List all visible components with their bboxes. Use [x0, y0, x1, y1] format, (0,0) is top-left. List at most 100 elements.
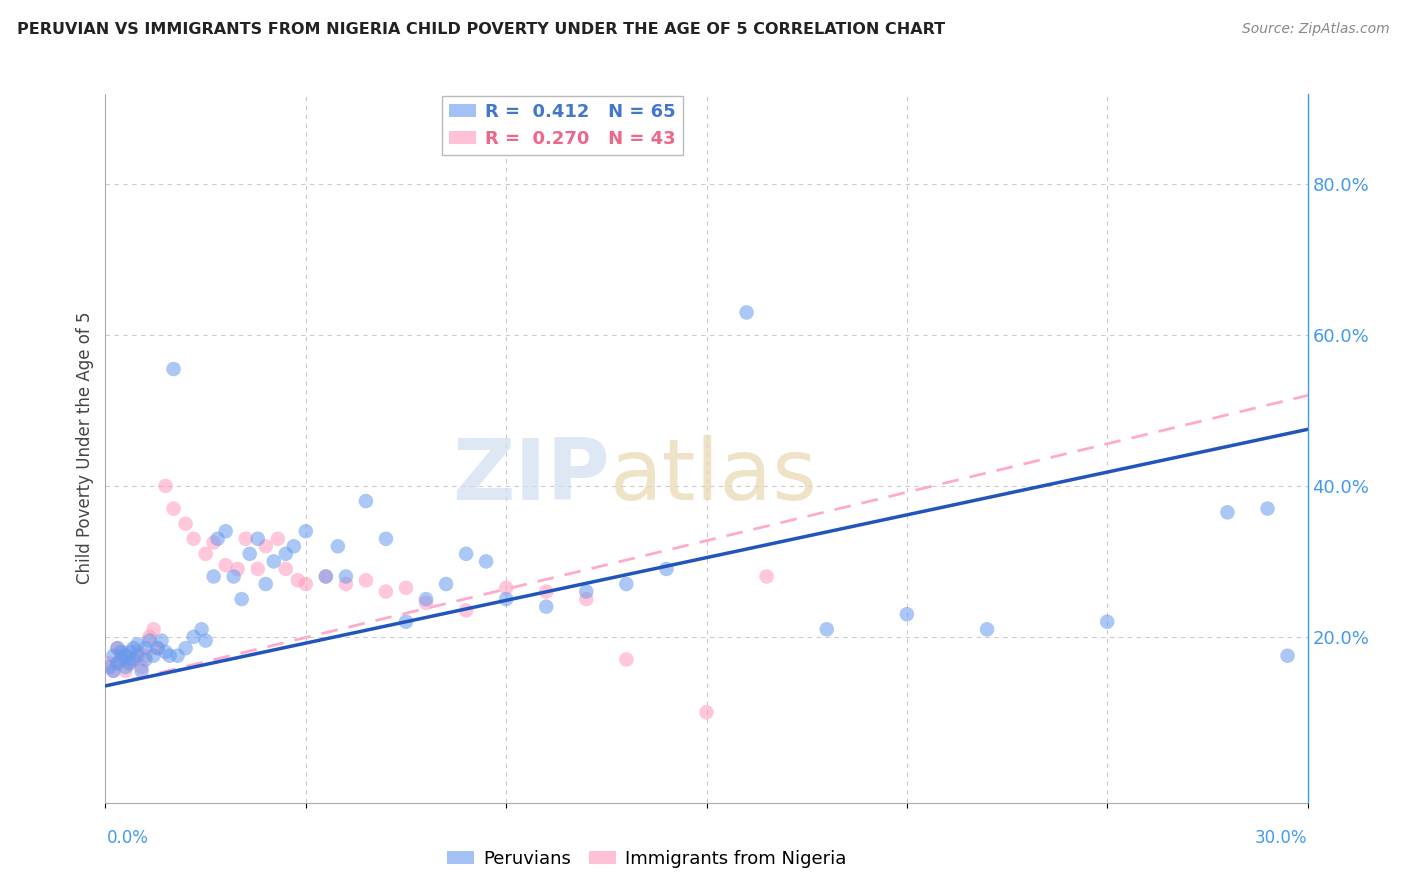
Point: [575, 584, 598, 599]
Point: [315, 569, 337, 583]
Point: [534, 599, 557, 614]
Legend: Peruvians, Immigrants from Nigeria: Peruvians, Immigrants from Nigeria: [440, 843, 853, 875]
Point: [454, 603, 477, 617]
Point: [374, 532, 398, 546]
Point: [110, 645, 132, 659]
Point: [174, 516, 197, 531]
Point: [434, 577, 457, 591]
Point: [194, 547, 217, 561]
Point: [896, 607, 918, 622]
Point: [107, 657, 129, 671]
Point: [174, 641, 197, 656]
Point: [114, 664, 136, 678]
Point: [98, 657, 121, 671]
Point: [231, 592, 253, 607]
Point: [575, 592, 598, 607]
Point: [202, 535, 225, 549]
Text: PERUVIAN VS IMMIGRANTS FROM NIGERIA CHILD POVERTY UNDER THE AGE OF 5 CORRELATION: PERUVIAN VS IMMIGRANTS FROM NIGERIA CHIL…: [17, 22, 945, 37]
Point: [107, 641, 129, 656]
Point: [118, 645, 141, 659]
Point: [335, 577, 357, 591]
Point: [395, 615, 418, 629]
Point: [138, 630, 160, 644]
Point: [475, 554, 498, 568]
Point: [107, 641, 129, 656]
Point: [274, 562, 297, 576]
Point: [127, 645, 149, 659]
Point: [326, 539, 349, 553]
Point: [246, 532, 269, 546]
Point: [162, 501, 184, 516]
Point: [274, 547, 297, 561]
Point: [335, 569, 357, 583]
Point: [815, 622, 838, 636]
Point: [114, 648, 136, 663]
Point: [495, 581, 517, 595]
Point: [135, 641, 157, 656]
Point: [214, 524, 236, 539]
Point: [214, 558, 236, 573]
Point: [159, 648, 181, 663]
Point: [103, 648, 125, 663]
Point: [122, 641, 145, 656]
Point: [131, 660, 153, 674]
Point: [976, 622, 998, 636]
Point: [146, 641, 169, 656]
Point: [183, 630, 205, 644]
Point: [107, 657, 129, 671]
Point: [142, 648, 165, 663]
Point: [287, 574, 309, 588]
Point: [222, 569, 245, 583]
Point: [138, 633, 160, 648]
Point: [1257, 501, 1279, 516]
Point: [1097, 615, 1119, 629]
Point: [155, 479, 177, 493]
Point: [162, 362, 184, 376]
Point: [166, 648, 188, 663]
Point: [295, 524, 318, 539]
Point: [315, 569, 337, 583]
Point: [114, 660, 136, 674]
Point: [354, 574, 377, 588]
Point: [235, 532, 257, 546]
Text: ZIP: ZIP: [453, 435, 610, 518]
Point: [239, 547, 262, 561]
Y-axis label: Child Poverty Under the Age of 5: Child Poverty Under the Age of 5: [76, 312, 94, 584]
Point: [103, 664, 125, 678]
Point: [395, 581, 418, 595]
Point: [1216, 505, 1239, 519]
Point: [194, 633, 217, 648]
Point: [118, 657, 141, 671]
Point: [146, 641, 169, 656]
Point: [150, 633, 173, 648]
Point: [655, 562, 678, 576]
Point: [246, 562, 269, 576]
Point: [534, 584, 557, 599]
Point: [254, 577, 277, 591]
Point: [226, 562, 249, 576]
Point: [454, 547, 477, 561]
Point: [135, 648, 157, 663]
Point: [254, 539, 277, 553]
Point: [142, 622, 165, 636]
Point: [110, 652, 132, 666]
Point: [283, 539, 305, 553]
Point: [354, 494, 377, 508]
Point: [267, 532, 290, 546]
Point: [127, 648, 149, 663]
Point: [131, 664, 153, 678]
Point: [127, 637, 149, 651]
Point: [495, 592, 517, 607]
Point: [122, 652, 145, 666]
Point: [207, 532, 229, 546]
Text: Source: ZipAtlas.com: Source: ZipAtlas.com: [1241, 22, 1389, 37]
Point: [202, 569, 225, 583]
Point: [616, 577, 638, 591]
Point: [122, 652, 145, 666]
Point: [190, 622, 212, 636]
Point: [616, 652, 638, 666]
Point: [735, 305, 758, 319]
Point: [374, 584, 398, 599]
Point: [183, 532, 205, 546]
Point: [118, 657, 141, 671]
